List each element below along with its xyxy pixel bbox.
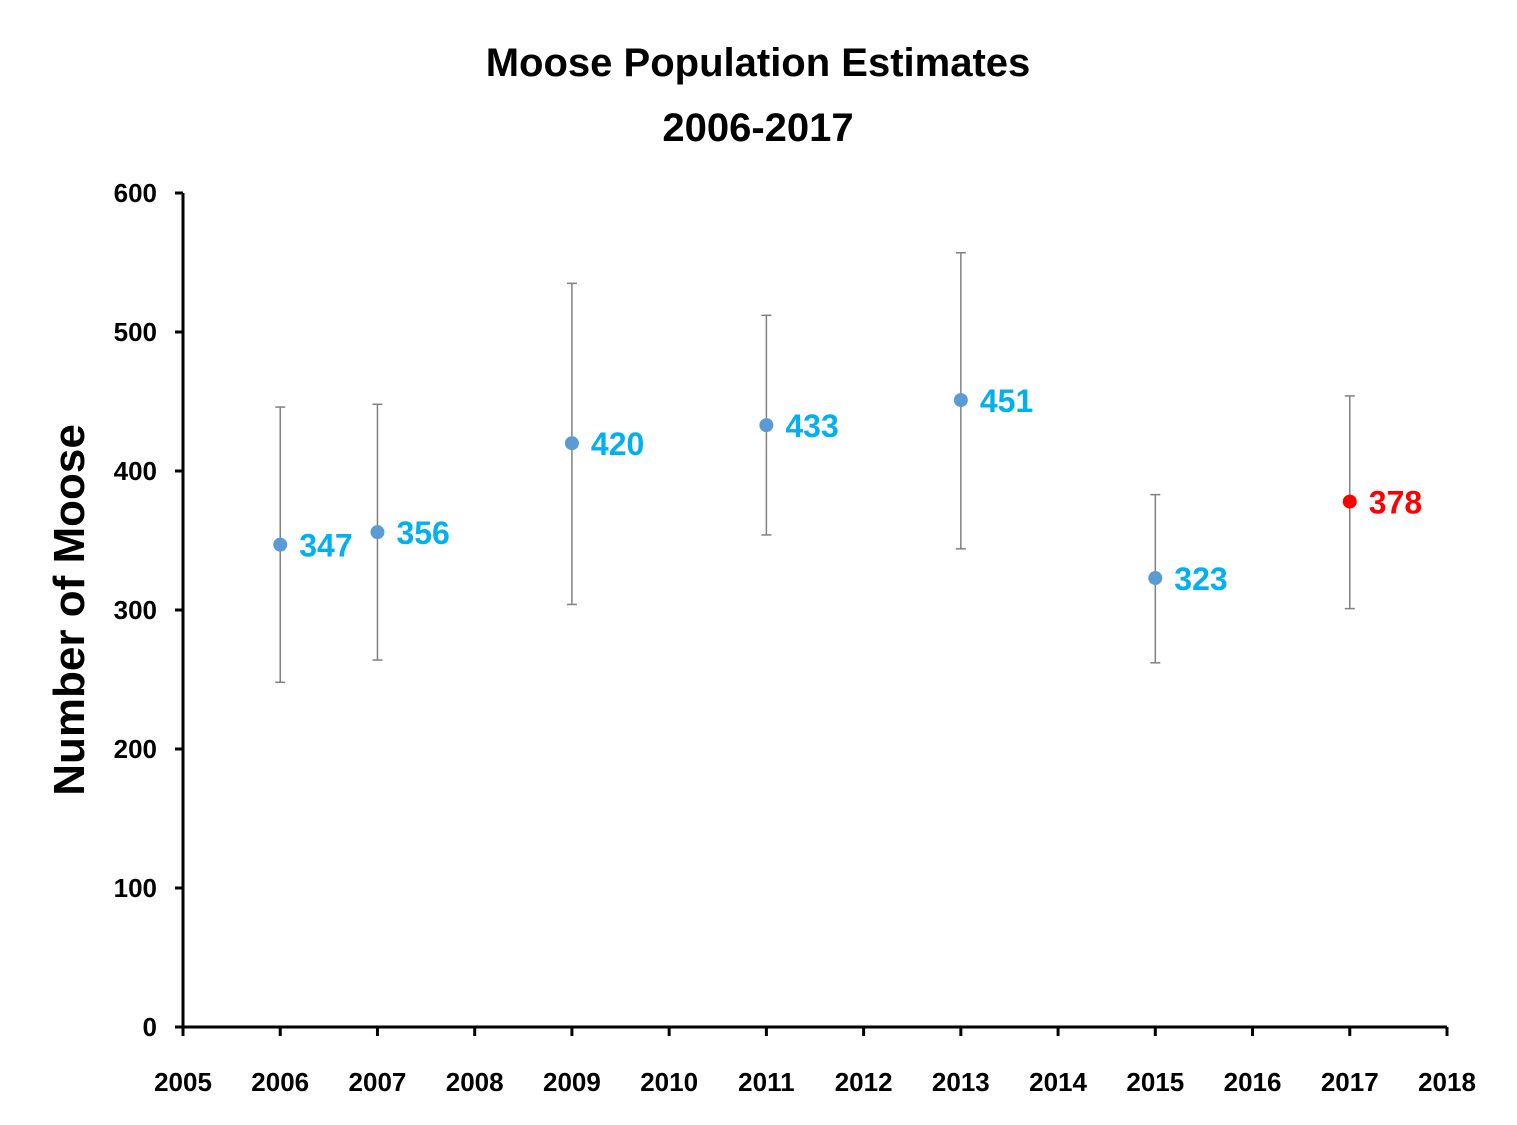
data-point	[759, 418, 774, 433]
y-tick-label: 200	[114, 734, 157, 764]
data-label: 323	[1174, 561, 1227, 597]
x-tick-label: 2018	[1418, 1067, 1476, 1097]
x-tick-label: 2005	[154, 1067, 212, 1097]
chart-subtitle: 2006-2017	[662, 106, 853, 150]
x-tick-label: 2015	[1126, 1067, 1184, 1097]
data-label: 420	[591, 426, 644, 462]
x-tick-label: 2008	[446, 1067, 504, 1097]
chart-title: Moose Population Estimates	[486, 41, 1031, 85]
x-tick-label: 2010	[640, 1067, 698, 1097]
y-tick-label: 500	[114, 317, 157, 347]
y-tick-label: 600	[114, 178, 157, 208]
data-point	[1342, 494, 1357, 509]
data-label: 347	[299, 528, 352, 564]
data-point	[273, 537, 288, 552]
data-label: 378	[1369, 485, 1422, 521]
plot-area: 0 100 200 300 400 500 600 2005 2006 2007 2008 2009 2…	[114, 178, 1476, 1097]
x-tick-label: 2006	[251, 1067, 309, 1097]
data-label: 451	[980, 383, 1033, 419]
y-axis-title: Number of Moose	[45, 424, 94, 796]
x-tick-label: 2011	[738, 1067, 794, 1097]
x-tick-label: 2009	[543, 1067, 601, 1097]
data-point	[1148, 571, 1163, 586]
data-point	[564, 436, 579, 451]
x-tick-label: 2016	[1224, 1067, 1282, 1097]
data-point	[953, 393, 968, 408]
data-label: 356	[396, 515, 449, 551]
y-tick-label: 100	[114, 873, 157, 903]
y-tick-label: 400	[114, 456, 157, 486]
y-tick-label: 300	[114, 595, 157, 625]
x-tick-label: 2012	[835, 1067, 893, 1097]
x-tick-label: 2013	[932, 1067, 990, 1097]
data-point	[370, 525, 385, 540]
y-tick-label: 0	[143, 1012, 157, 1042]
data-label: 433	[785, 408, 838, 444]
x-tick-label: 2007	[349, 1067, 407, 1097]
x-tick-label: 2017	[1321, 1067, 1379, 1097]
x-tick-label: 2014	[1029, 1067, 1087, 1097]
